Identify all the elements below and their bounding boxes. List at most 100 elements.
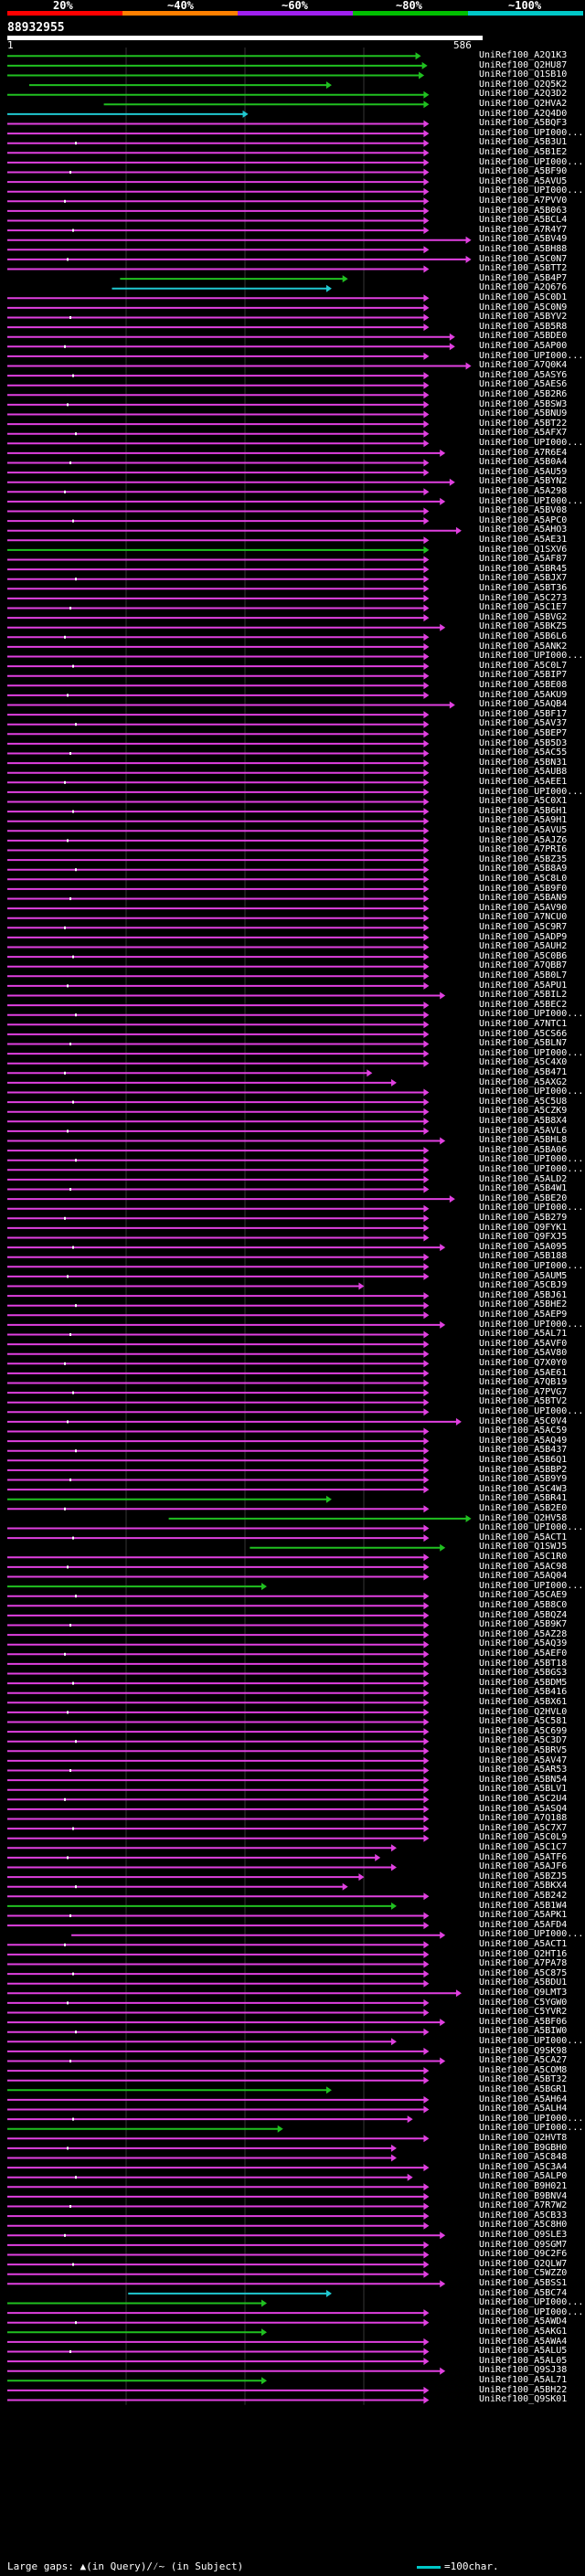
hit-label[interactable]: UniRef100_A7PA78 bbox=[479, 1958, 568, 1969]
hit-label[interactable]: UniRef100_A5B9F0 bbox=[479, 883, 568, 894]
hit-label[interactable]: UniRef100_A5B0A4 bbox=[479, 457, 568, 468]
hit-label[interactable]: UniRef100_A5B5D3 bbox=[479, 737, 568, 748]
hit-label[interactable]: UniRef100_A5BR41 bbox=[479, 1493, 568, 1504]
hit-label[interactable]: UniRef100_UPI000... bbox=[479, 156, 584, 167]
hit-label[interactable]: UniRef100_A2Q676 bbox=[479, 282, 568, 293]
hit-label[interactable]: UniRef100_A5C8H0 bbox=[479, 2220, 568, 2231]
hit-label[interactable]: UniRef100_A5AE61 bbox=[479, 1367, 568, 1378]
hit-label[interactable]: UniRef100_A5B188 bbox=[479, 1251, 568, 1262]
hit-label[interactable]: UniRef100_A5B279 bbox=[479, 1213, 568, 1223]
hit-label[interactable]: UniRef100_A5BF06 bbox=[479, 2016, 568, 2027]
hit-label[interactable]: UniRef100_A5B3U1 bbox=[479, 137, 568, 148]
hit-label[interactable]: UniRef100_A5BGR1 bbox=[479, 2084, 568, 2094]
hit-label[interactable]: UniRef100_A5C273 bbox=[479, 592, 568, 603]
hit-label[interactable]: UniRef100_A5AKG1 bbox=[479, 2327, 568, 2337]
hit-label[interactable]: UniRef100_A5B242 bbox=[479, 1891, 568, 1901]
hit-label[interactable]: UniRef100_A5BR45 bbox=[479, 563, 568, 574]
hit-label[interactable]: UniRef100_A5B8A9 bbox=[479, 864, 568, 875]
hit-label[interactable]: UniRef100_UPI000... bbox=[479, 2113, 584, 2124]
hit-label[interactable]: UniRef100_Q9FYK1 bbox=[479, 1222, 568, 1233]
hit-label[interactable]: UniRef100_Q9SJ38 bbox=[479, 2365, 568, 2376]
hit-label[interactable]: UniRef100_A5BEC2 bbox=[479, 999, 568, 1010]
hit-label[interactable]: UniRef100_A5C0D1 bbox=[479, 292, 568, 302]
hit-label[interactable]: UniRef100_A5BGS3 bbox=[479, 1668, 568, 1679]
hit-label[interactable]: UniRef100_A5BT18 bbox=[479, 1658, 568, 1669]
hit-label[interactable]: UniRef100_A5BE20 bbox=[479, 1193, 568, 1203]
hit-label[interactable]: UniRef100_A5ANK2 bbox=[479, 641, 568, 652]
hit-label[interactable]: UniRef100_A5AEP9 bbox=[479, 1309, 568, 1320]
hit-label[interactable]: UniRef100_A5AEE1 bbox=[479, 777, 568, 787]
hit-label[interactable]: UniRef100_UPI000... bbox=[479, 127, 584, 138]
hit-label[interactable]: UniRef100_UPI000... bbox=[479, 2036, 584, 2046]
hit-label[interactable]: UniRef100_A5BHE2 bbox=[479, 1299, 568, 1310]
hit-label[interactable]: UniRef100_C5YGW0 bbox=[479, 1997, 568, 2008]
hit-label[interactable]: UniRef100_UPI000... bbox=[479, 2123, 584, 2134]
hit-label[interactable]: UniRef100_A5BLN7 bbox=[479, 1038, 568, 1049]
hit-label[interactable]: UniRef100_A5CAE9 bbox=[479, 1590, 568, 1601]
hit-label[interactable]: UniRef100_A5B9K7 bbox=[479, 1619, 568, 1630]
hit-label[interactable]: UniRef100_A5AV37 bbox=[479, 718, 568, 729]
hit-label[interactable]: UniRef100_A5B8X4 bbox=[479, 1116, 568, 1126]
hit-label[interactable]: UniRef100_A5AKU9 bbox=[479, 689, 568, 700]
hit-label[interactable]: UniRef100_A5AVF0 bbox=[479, 1338, 568, 1349]
hit-label[interactable]: UniRef100_A5B4W1 bbox=[479, 1183, 568, 1194]
hit-label[interactable]: UniRef100_A5APC0 bbox=[479, 514, 568, 525]
hit-label[interactable]: UniRef100_A5ALD2 bbox=[479, 1173, 568, 1184]
hit-label[interactable]: UniRef100_A5B8C0 bbox=[479, 1600, 568, 1610]
hit-label[interactable]: UniRef100_A5BTT2 bbox=[479, 263, 568, 274]
hit-label[interactable]: UniRef100_A5B6L6 bbox=[479, 631, 568, 641]
hit-label[interactable]: UniRef100_A5BT22 bbox=[479, 418, 568, 429]
hit-label[interactable]: UniRef100_A5AL71 bbox=[479, 1329, 568, 1340]
hit-label[interactable]: UniRef100_A5C875 bbox=[479, 1967, 568, 1978]
hit-label[interactable]: UniRef100_A5BQZ4 bbox=[479, 1609, 568, 1620]
hit-label[interactable]: UniRef100_A5BKZ5 bbox=[479, 621, 568, 632]
hit-label[interactable]: UniRef100_A5BQF3 bbox=[479, 118, 568, 129]
hit-label[interactable]: UniRef100_A5AVU5 bbox=[479, 175, 568, 186]
hit-label[interactable]: UniRef100_A5AQ39 bbox=[479, 1638, 568, 1649]
hit-label[interactable]: UniRef100_A5BT32 bbox=[479, 2074, 568, 2085]
hit-label[interactable]: UniRef100_A5B2R6 bbox=[479, 389, 568, 399]
hit-label[interactable]: UniRef100_A5ACT1 bbox=[479, 1532, 568, 1542]
hit-label[interactable]: UniRef100_A5AL05 bbox=[479, 2355, 568, 2366]
hit-label[interactable]: UniRef100_A5AUB8 bbox=[479, 767, 568, 778]
hit-label[interactable]: UniRef100_A5B4P7 bbox=[479, 272, 568, 283]
hit-label[interactable]: UniRef100_A5ATF6 bbox=[479, 1851, 568, 1862]
hit-label[interactable]: UniRef100_A5ASY6 bbox=[479, 369, 568, 380]
hit-label[interactable]: UniRef100_A5AR53 bbox=[479, 1765, 568, 1776]
hit-label[interactable]: UniRef100_A5BVG2 bbox=[479, 611, 568, 622]
hit-label[interactable]: UniRef100_A5C4W3 bbox=[479, 1483, 568, 1494]
hit-label[interactable]: UniRef100_A5AU59 bbox=[479, 466, 568, 477]
hit-label[interactable]: UniRef100_Q9SK98 bbox=[479, 2045, 568, 2056]
hit-label[interactable]: UniRef100_A5AV90 bbox=[479, 902, 568, 913]
hit-label[interactable]: UniRef100_A5CBJ9 bbox=[479, 1280, 568, 1291]
hit-label[interactable]: UniRef100_A5B6H1 bbox=[479, 805, 568, 816]
hit-label[interactable]: UniRef100_A5A095 bbox=[479, 1241, 568, 1252]
hit-label[interactable]: UniRef100_A5C7X7 bbox=[479, 1822, 568, 1833]
hit-label[interactable]: UniRef100_A5C0B6 bbox=[479, 950, 568, 961]
hit-label[interactable]: UniRef100_Q1SXV6 bbox=[479, 544, 568, 555]
hit-label[interactable]: UniRef100_UPI000... bbox=[479, 2306, 584, 2317]
hit-label[interactable]: UniRef100_A5AL71 bbox=[479, 2375, 568, 2385]
hit-label[interactable]: UniRef100_A5AV47 bbox=[479, 1754, 568, 1765]
hit-label[interactable]: UniRef100_A7Q0K4 bbox=[479, 360, 568, 371]
hit-label[interactable]: UniRef100_A5AF87 bbox=[479, 554, 568, 565]
hit-label[interactable]: UniRef100_A5BX61 bbox=[479, 1697, 568, 1707]
hit-label[interactable]: UniRef100_A5BN31 bbox=[479, 757, 568, 768]
hit-label[interactable]: UniRef100_A5BSW3 bbox=[479, 398, 568, 409]
hit-label[interactable]: UniRef100_A5BH22 bbox=[479, 2384, 568, 2395]
hit-label[interactable]: UniRef100_A5BIW0 bbox=[479, 2026, 568, 2037]
hit-label[interactable]: UniRef100_A5B1E2 bbox=[479, 147, 568, 157]
hit-label[interactable]: UniRef100_Q2HVT8 bbox=[479, 2133, 568, 2143]
hit-label[interactable]: UniRef100_A7PVG7 bbox=[479, 1386, 568, 1397]
hit-label[interactable]: UniRef100_A5BKX4 bbox=[479, 1881, 568, 1892]
hit-label[interactable]: UniRef100_A5BYV2 bbox=[479, 312, 568, 323]
hit-label[interactable]: UniRef100_A5BDE0 bbox=[479, 331, 568, 342]
hit-label[interactable]: UniRef100_A7NTC1 bbox=[479, 1019, 568, 1029]
hit-label[interactable]: UniRef100_A5C9R7 bbox=[479, 922, 568, 932]
hit-label[interactable]: UniRef100_A5AZ28 bbox=[479, 1628, 568, 1639]
hit-label[interactable]: UniRef100_Q9LMT3 bbox=[479, 1988, 568, 1998]
hit-label[interactable]: UniRef100_Q9SGM7 bbox=[479, 2239, 568, 2250]
hit-label[interactable]: UniRef100_Q9SLE3 bbox=[479, 2230, 568, 2240]
hit-label[interactable]: UniRef100_A5CA27 bbox=[479, 2055, 568, 2066]
hit-label[interactable]: UniRef100_A5BV49 bbox=[479, 234, 568, 245]
